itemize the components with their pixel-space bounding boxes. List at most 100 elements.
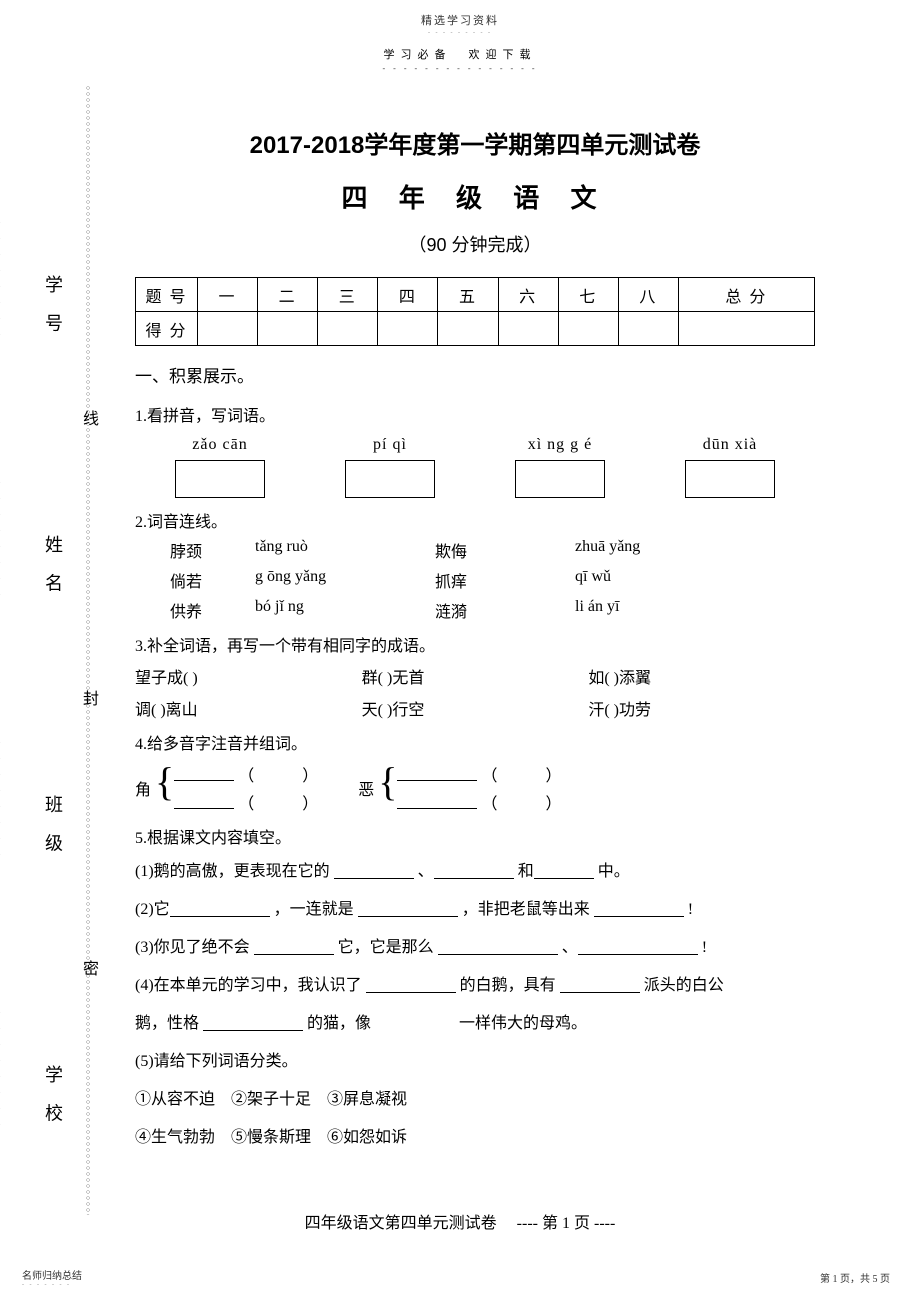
answer-box — [345, 460, 435, 498]
score-table: 题 号 一 二 三 四 五 六 七 八 总 分 得 分 — [135, 277, 815, 346]
brace-lines-1: （ ） （ ） — [174, 762, 318, 814]
fill-row-1: 望子成( ) 群( )无首 如( )添翼 — [135, 664, 815, 688]
match-row-2: 倘若 g ōng yǎng 抓痒 qī wǔ — [135, 568, 815, 592]
footer-dots: - - - - - - - — [22, 1282, 82, 1288]
answer-box — [685, 460, 775, 498]
footer-bottom-right: 第 1 页，共 5 页 — [820, 1270, 890, 1285]
score-cell — [378, 312, 438, 346]
pinyin-item-1: zǎo cān — [175, 436, 265, 498]
footer-page-number: 四年级语文第四单元测试卷 ---- 第 1 页 ---- — [0, 1209, 920, 1233]
score-cell — [618, 312, 678, 346]
score-cell — [318, 312, 378, 346]
underline — [358, 903, 458, 917]
question-1: 1.看拼音，写词语。 — [135, 402, 815, 426]
binding-field-line-3: ———————— — [0, 735, 16, 863]
score-col-7: 七 — [558, 278, 618, 312]
main-title-2: 四 年 级 语 文 — [135, 178, 815, 215]
binding-dot-column: ○○○○○○○○○○○○○○○○○○○○○○○○○○○○○○○○○○○○○○○○… — [85, 85, 91, 1215]
underline — [174, 795, 234, 809]
fill-line-2: (2)它 ，一连就是 ，非把老鼠等出来 ! — [135, 896, 815, 924]
score-cell — [558, 312, 618, 346]
underline — [203, 1017, 303, 1031]
score-col-total: 总 分 — [678, 278, 814, 312]
fill-line-1: (1)鹅的高傲，更表现在它的 、 和 中。 — [135, 858, 815, 886]
binding-seal-mi: 密 — [83, 955, 99, 979]
footer-bottom-left: 名师归纳总结 - - - - - - - — [22, 1267, 82, 1288]
binding-label-xuexiao: 学 校 — [40, 1065, 66, 1130]
left-brace-icon: { — [378, 762, 397, 802]
underline — [578, 941, 698, 955]
header-subtitle: 学习必备 欢迎下载 — [0, 46, 920, 62]
score-row-label: 得 分 — [136, 312, 198, 346]
underline — [170, 903, 270, 917]
brace-lines-2: （ ） （ ） — [397, 762, 561, 814]
score-cell — [498, 312, 558, 346]
binding-label-xuehao: 学 号 — [40, 275, 66, 340]
pinyin-item-2: pí qì — [345, 436, 435, 498]
score-col-6: 六 — [498, 278, 558, 312]
binding-field-line-4: ———————— — [0, 1005, 16, 1133]
left-brace-icon: { — [155, 762, 174, 802]
match-row-1: 脖颈 tǎng ruò 欺侮 zhuā yǎng — [135, 538, 815, 562]
underline — [366, 979, 456, 993]
fill-line-6: ①从容不迫 ②架子十足 ③屏息凝视 — [135, 1086, 815, 1114]
question-4: 4.给多音字注音并组词。 — [135, 730, 815, 754]
underline — [397, 767, 477, 781]
main-content: 2017-2018学年度第一学期第四单元测试卷 四 年 级 语 文 （90 分钟… — [135, 95, 815, 1152]
score-cell — [678, 312, 814, 346]
fill-row-2: 调( )离山 天( )行空 汗( )功劳 — [135, 696, 815, 720]
score-cell — [198, 312, 258, 346]
brace-char-2: 恶 — [358, 776, 374, 800]
score-table-header-row: 题 号 一 二 三 四 五 六 七 八 总 分 — [136, 278, 815, 312]
underline — [438, 941, 558, 955]
score-table-score-row: 得 分 — [136, 312, 815, 346]
fill-line-5: (5)请给下列词语分类。 — [135, 1048, 815, 1076]
binding-label-banji: 班 级 — [40, 795, 66, 860]
binding-strip: ○○○○○○○○○○○○○○○○○○○○○○○○○○○○○○○○○○○○○○○○… — [85, 85, 105, 1215]
pinyin-row: zǎo cān pí qì xì ng g é dūn xià — [135, 436, 815, 498]
binding-field-line-1: ———————— — [0, 215, 16, 343]
brace-row: 角 { （ ） （ ） 恶 { （ ） （ ） — [135, 762, 815, 814]
main-title-3: （90 分钟完成） — [135, 231, 815, 257]
main-title-1: 2017-2018学年度第一学期第四单元测试卷 — [135, 125, 815, 160]
underline — [594, 903, 684, 917]
underline — [334, 865, 414, 879]
underline — [434, 865, 514, 879]
page-top-header: 精选学习资料 - - - - - - - - - 学习必备 欢迎下载 - - -… — [0, 0, 920, 73]
fill-line-4: (4)在本单元的学习中，我认识了 的白鹅，具有 派头的白公 — [135, 972, 815, 1000]
match-row-3: 供养 bó jǐ ng 涟漪 li án yī — [135, 598, 815, 622]
header-small-title: 精选学习资料 — [0, 12, 920, 28]
score-col-5: 五 — [438, 278, 498, 312]
header-dots: - - - - - - - - - — [0, 30, 920, 36]
question-5: 5.根据课文内容填空。 — [135, 824, 815, 848]
score-cell — [258, 312, 318, 346]
underline — [397, 795, 477, 809]
fill-line-4b: 鹅，性格 的猫，像 一样伟大的母鸡。 — [135, 1010, 815, 1038]
score-col-3: 三 — [318, 278, 378, 312]
score-col-1: 一 — [198, 278, 258, 312]
header-dashes: - - - - - - - - - - - - - - - — [0, 64, 920, 73]
question-3: 3.补全词语，再写一个带有相同字的成语。 — [135, 632, 815, 656]
score-cell — [438, 312, 498, 346]
underline — [174, 767, 234, 781]
pinyin-item-3: xì ng g é — [515, 436, 605, 498]
score-col-4: 四 — [378, 278, 438, 312]
binding-labels-group: ———————— 学 号 ———————— 姓 名 ———————— 班 级 —… — [30, 85, 75, 1215]
binding-field-line-2: ———————— — [0, 475, 16, 603]
answer-box — [175, 460, 265, 498]
fill-line-7: ④生气勃勃 ⑤慢条斯理 ⑥如怨如诉 — [135, 1124, 815, 1152]
section-1-heading: 一、积累展示。 — [135, 362, 815, 392]
binding-label-xingming: 姓 名 — [40, 535, 66, 600]
score-col-2: 二 — [258, 278, 318, 312]
score-header-cell: 题 号 — [136, 278, 198, 312]
pinyin-item-4: dūn xià — [685, 436, 775, 498]
binding-seal-xian: 线 — [83, 405, 99, 429]
underline — [560, 979, 640, 993]
fill-line-3: (3)你见了绝不会 它，它是那么 、 ! — [135, 934, 815, 962]
underline — [534, 865, 594, 879]
question-2: 2.词音连线。 — [135, 508, 815, 532]
binding-seal-feng: 封 — [83, 685, 99, 709]
underline — [254, 941, 334, 955]
score-col-8: 八 — [618, 278, 678, 312]
answer-box — [515, 460, 605, 498]
